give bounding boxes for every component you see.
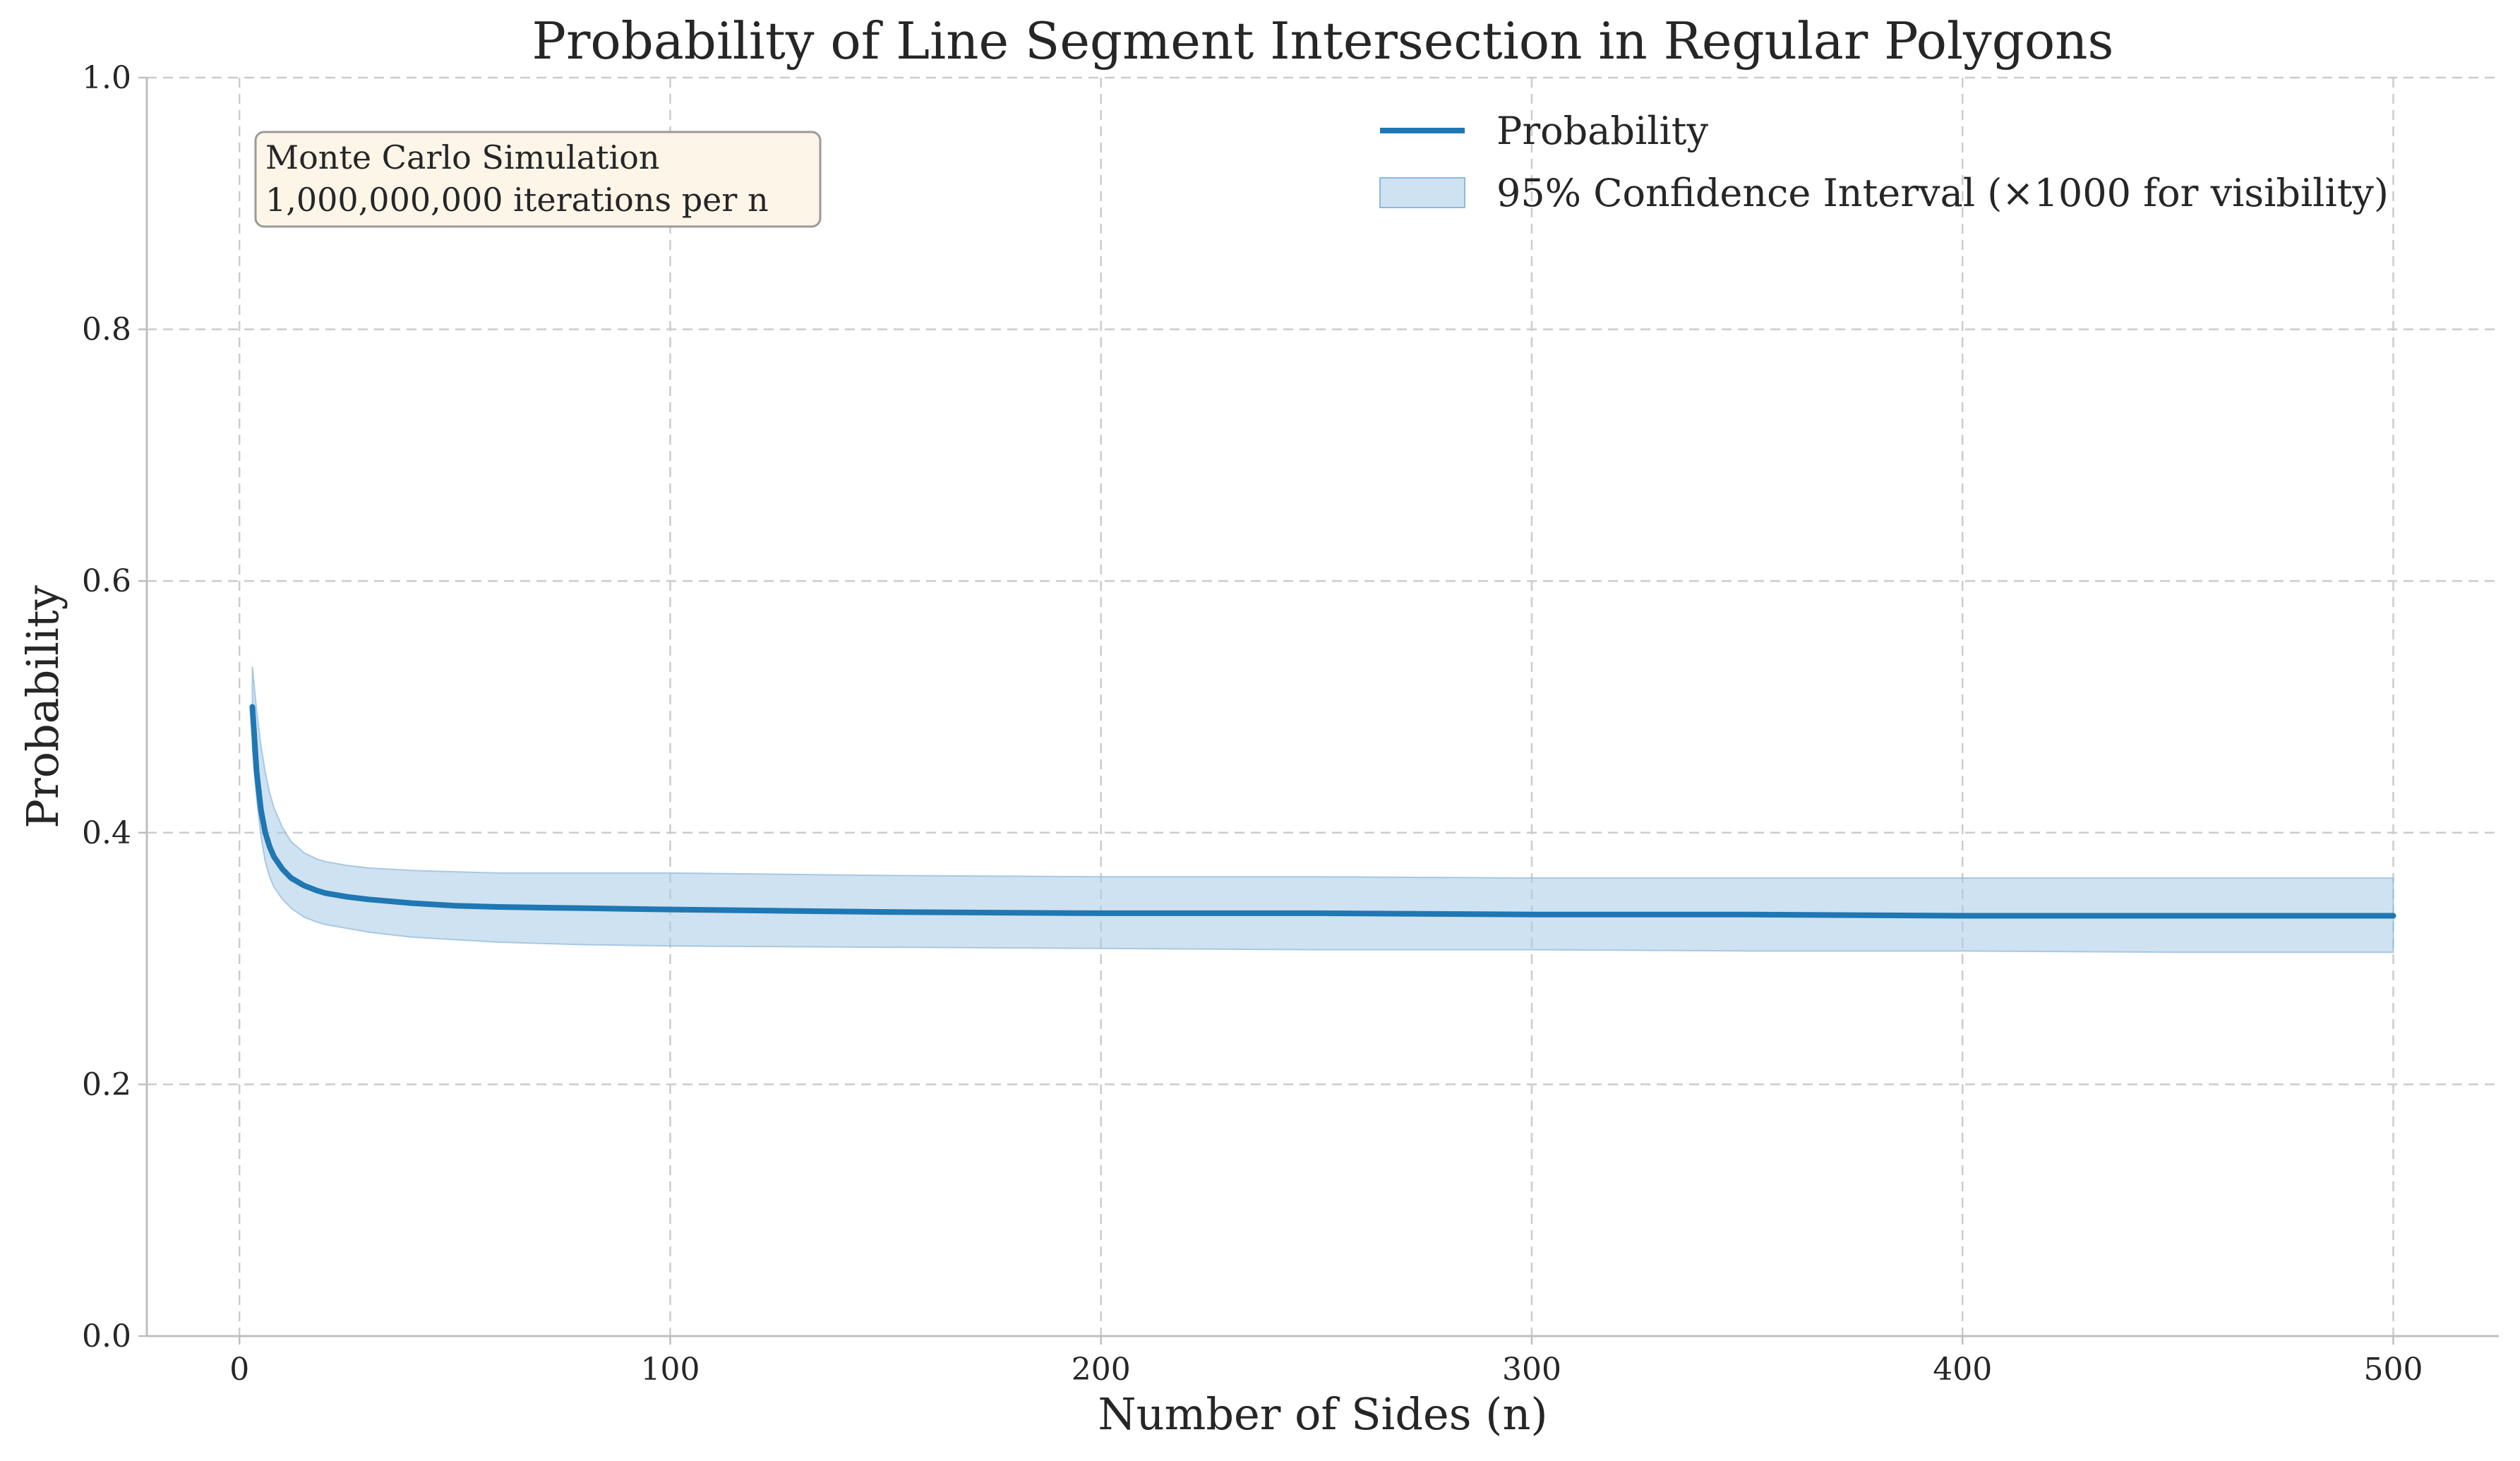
x-tick-label-400: 400 [1933, 1352, 1992, 1388]
y-tick-label-0.4: 0.4 [82, 815, 131, 851]
legend-label-confidence-interval: 95% Confidence Interval (×1000 for visib… [1496, 171, 2389, 215]
legend: Probability 95% Confidence Interval (×10… [1379, 109, 2389, 215]
annotation-line-1: Monte Carlo Simulation [265, 138, 660, 176]
legend-swatch-confidence-interval [1379, 177, 1465, 208]
annotation-box: Monte Carlo Simulation 1,000,000,000 ite… [254, 131, 822, 228]
x-tick-label-300: 300 [1502, 1352, 1561, 1388]
x-ticks: 0 100 200 300 400 500 [229, 1336, 2423, 1388]
y-tick-label-0.6: 0.6 [82, 563, 131, 599]
grid [147, 76, 2499, 1337]
y-tick-label-0.8: 0.8 [82, 312, 131, 348]
x-tick-label-500: 500 [2363, 1352, 2423, 1388]
annotation-line-2: 1,000,000,000 iterations per n [265, 181, 769, 219]
legend-label-probability: Probability [1496, 109, 1708, 153]
x-tick-label-0: 0 [229, 1352, 249, 1388]
y-tick-label-0.2: 0.2 [82, 1066, 131, 1102]
axes-spines [145, 78, 2499, 1337]
y-tick-label-1.0: 1.0 [82, 60, 131, 96]
y-ticks: 0.0 0.2 0.4 0.6 0.8 1.0 [82, 60, 147, 1354]
x-tick-label-100: 100 [640, 1352, 700, 1388]
y-axis-label: Probability [17, 585, 68, 828]
probability-series-line [249, 704, 2396, 919]
annotation-background [254, 131, 822, 228]
chart-title: Probability of Line Segment Intersection… [532, 11, 2114, 71]
y-tick-label-0.0: 0.0 [82, 1318, 131, 1354]
x-tick-label-200: 200 [1072, 1352, 1131, 1388]
confidence-interval-band [251, 666, 2394, 954]
x-axis-label: Number of Sides (n) [1098, 1388, 1547, 1440]
